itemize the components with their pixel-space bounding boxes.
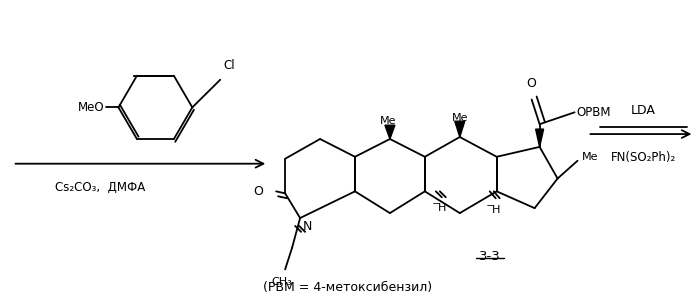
Text: LDA: LDA [631, 104, 656, 117]
Text: ̅H: ̅H [438, 203, 447, 213]
Text: Cs₂CO₃,  ДМФА: Cs₂CO₃, ДМФА [55, 181, 146, 193]
Text: 3-3: 3-3 [479, 250, 500, 263]
Text: Me: Me [380, 116, 396, 126]
Text: Me: Me [581, 152, 598, 162]
Text: CH₃: CH₃ [272, 277, 292, 287]
Text: O: O [527, 77, 537, 90]
Text: Me: Me [452, 113, 468, 123]
Text: Cl: Cl [223, 59, 235, 72]
Text: MeO: MeO [78, 101, 105, 114]
Text: ̅H: ̅H [493, 205, 501, 215]
Text: FN(SO₂Ph)₂: FN(SO₂Ph)₂ [611, 151, 676, 164]
Text: OPBM: OPBM [577, 106, 611, 119]
Text: (PBM = 4-метоксибензил): (PBM = 4-метоксибензил) [263, 281, 433, 294]
Polygon shape [455, 121, 465, 137]
Polygon shape [535, 129, 544, 147]
Text: O: O [253, 185, 263, 198]
Polygon shape [385, 125, 395, 139]
Text: N: N [303, 220, 313, 233]
